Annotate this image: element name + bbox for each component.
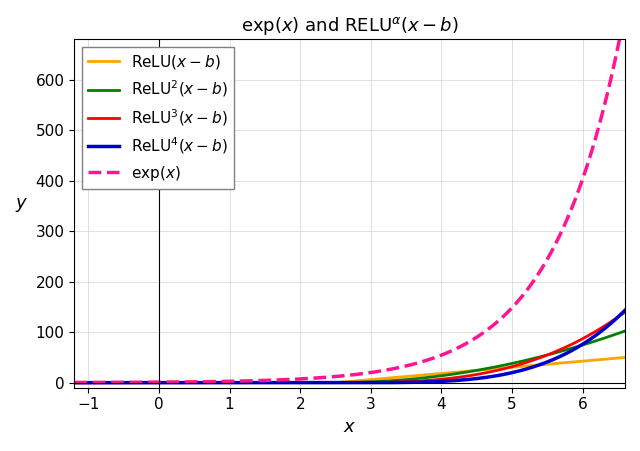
ReLU$^3(x - b)$ bbox=[293, 380, 301, 385]
ReLU$^2(x - b)$ bbox=[449, 372, 456, 377]
Line: ReLU$^2(x - b)$: ReLU$^2(x - b)$ bbox=[74, 331, 625, 382]
ReLU$(x - b)$ bbox=[449, 370, 456, 375]
ReLU$^3(x - b)$ bbox=[70, 380, 78, 385]
Line: exp$(x)$: exp$(x)$ bbox=[74, 12, 625, 382]
exp$(x)$ bbox=[500, 313, 508, 319]
Line: ReLU$^4(x - b)$: ReLU$^4(x - b)$ bbox=[74, 310, 625, 382]
ReLU$^4(x - b)$ bbox=[313, 380, 321, 385]
ReLU$^4(x - b)$ bbox=[293, 380, 301, 385]
ReLU$^2(x - b)$ bbox=[313, 380, 321, 385]
ReLU$^3(x - b)$ bbox=[510, 364, 518, 369]
Title: exp($x$) and RELU$^{\alpha}$($x - b$): exp($x$) and RELU$^{\alpha}$($x - b$) bbox=[241, 15, 459, 37]
ReLU$^3(x - b)$ bbox=[621, 309, 629, 315]
ReLU$(x - b)$ bbox=[293, 380, 301, 385]
ReLU$^2(x - b)$ bbox=[500, 363, 508, 368]
ReLU$^2(x - b)$ bbox=[70, 380, 78, 385]
exp$(x)$ bbox=[621, 9, 629, 14]
ReLU$^4(x - b)$ bbox=[70, 380, 78, 385]
ReLU$^4(x - b)$ bbox=[127, 380, 134, 385]
ReLU$(x - b)$ bbox=[127, 380, 134, 385]
ReLU$^2(x - b)$ bbox=[621, 328, 629, 334]
ReLU$(x - b)$ bbox=[500, 365, 508, 371]
ReLU$^3(x - b)$ bbox=[449, 375, 456, 381]
ReLU$^4(x - b)$ bbox=[510, 369, 518, 375]
exp$(x)$ bbox=[70, 380, 78, 385]
Legend: ReLU$(x - b)$, ReLU$^2(x - b)$, ReLU$^3(x - b)$, ReLU$^4(x - b)$, exp$(x)$: ReLU$(x - b)$, ReLU$^2(x - b)$, ReLU$^3(… bbox=[82, 47, 234, 189]
exp$(x)$ bbox=[313, 375, 321, 381]
X-axis label: $x$: $x$ bbox=[343, 418, 356, 436]
ReLU$(x - b)$ bbox=[70, 380, 78, 385]
Line: ReLU$^3(x - b)$: ReLU$^3(x - b)$ bbox=[74, 312, 625, 382]
ReLU$(x - b)$ bbox=[313, 380, 321, 385]
exp$(x)$ bbox=[510, 304, 518, 309]
ReLU$^4(x - b)$ bbox=[621, 308, 629, 313]
ReLU$^2(x - b)$ bbox=[293, 380, 301, 385]
ReLU$^3(x - b)$ bbox=[127, 380, 134, 385]
exp$(x)$ bbox=[293, 377, 301, 382]
ReLU$(x - b)$ bbox=[621, 355, 629, 360]
exp$(x)$ bbox=[449, 348, 456, 353]
Line: ReLU$(x - b)$: ReLU$(x - b)$ bbox=[74, 358, 625, 382]
ReLU$^3(x - b)$ bbox=[313, 380, 321, 385]
ReLU$^2(x - b)$ bbox=[127, 380, 134, 385]
ReLU$^3(x - b)$ bbox=[500, 366, 508, 372]
Y-axis label: $y$: $y$ bbox=[15, 196, 28, 213]
ReLU$(x - b)$ bbox=[510, 364, 518, 370]
ReLU$^4(x - b)$ bbox=[500, 372, 508, 377]
ReLU$^2(x - b)$ bbox=[510, 360, 518, 366]
ReLU$^4(x - b)$ bbox=[449, 378, 456, 383]
exp$(x)$ bbox=[127, 380, 134, 385]
